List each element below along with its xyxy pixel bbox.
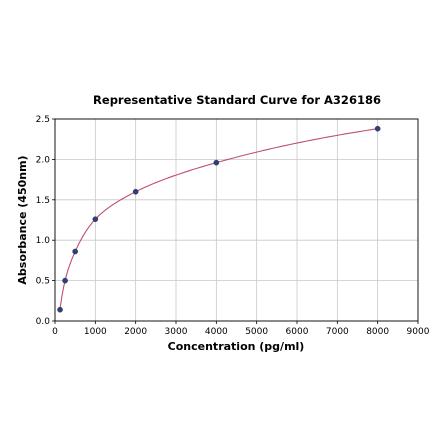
x-tick-label: 6000 xyxy=(286,327,309,337)
data-point xyxy=(62,277,68,284)
point-layer xyxy=(57,125,381,313)
data-point xyxy=(374,125,381,132)
data-point xyxy=(57,306,63,313)
x-tick-label: 8000 xyxy=(366,327,389,337)
data-point xyxy=(132,188,139,195)
y-tick-label: 1.5 xyxy=(36,196,50,206)
tick-layer: 0 1000 2000 3000 4000 5000 6000 7000 8000 9000 0.0… xyxy=(36,115,430,337)
fit-curve xyxy=(59,128,378,310)
y-tick-label: 0.0 xyxy=(36,317,51,327)
plot-frame xyxy=(54,118,419,322)
x-tick-label: 9000 xyxy=(407,327,430,337)
y-tick-label: 1.0 xyxy=(36,236,51,246)
x-tick-label: 0 xyxy=(52,327,58,337)
x-axis-label: Concentration (pg/ml) xyxy=(168,340,305,353)
x-tick-label: 4000 xyxy=(205,327,228,337)
data-point xyxy=(92,216,99,222)
data-point xyxy=(213,159,220,166)
grid-layer xyxy=(54,118,419,322)
x-tick-label: 7000 xyxy=(326,327,349,337)
x-tick-label: 1000 xyxy=(84,327,107,337)
y-tick-label: 2.0 xyxy=(36,155,51,165)
y-axis-label: Absorbance (450nm) xyxy=(16,155,29,284)
y-tick-label: 2.5 xyxy=(36,115,50,125)
chart-title: Representative Standard Curve for A32618… xyxy=(93,93,381,107)
y-tick-label: 0.5 xyxy=(36,277,50,287)
data-point xyxy=(72,248,78,255)
x-tick-label: 5000 xyxy=(245,327,268,337)
x-tick-label: 2000 xyxy=(124,327,147,337)
x-tick-label: 3000 xyxy=(165,327,188,337)
